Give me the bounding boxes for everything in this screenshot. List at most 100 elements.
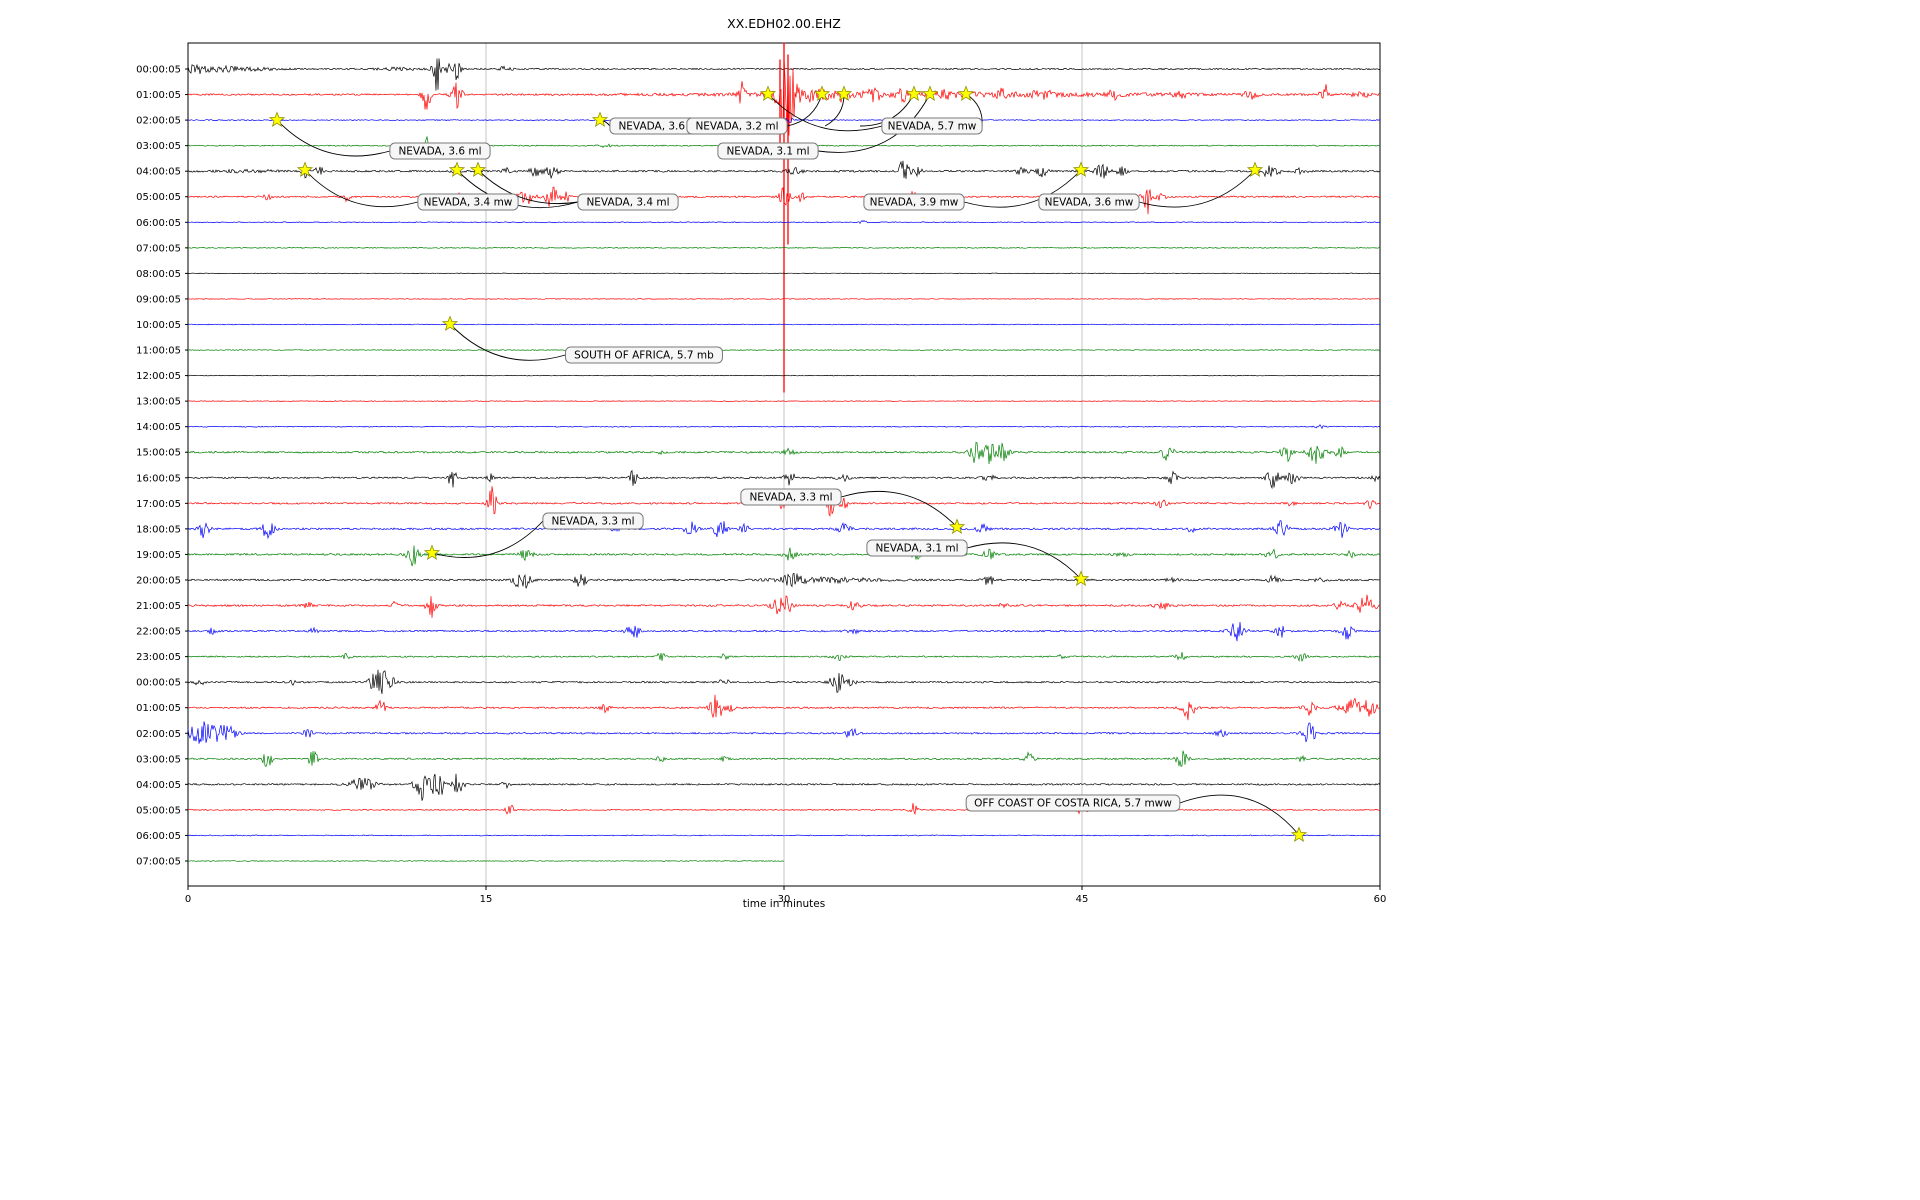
- event-star-icon: [441, 315, 459, 332]
- plot-title: XX.EDH02.00.EHZ: [727, 16, 841, 31]
- event-star-icon: [1246, 161, 1264, 178]
- trace-row: [187, 750, 1381, 768]
- trace-row: [187, 520, 1381, 540]
- row-label: 06:00:05: [136, 218, 181, 229]
- row-label: 04:00:05: [136, 780, 181, 791]
- row-label: 22:00:05: [136, 627, 181, 638]
- event-label-box: [863, 193, 965, 211]
- trace-row: [187, 246, 1381, 249]
- event-connector: [449, 323, 566, 361]
- x-tick-label: 60: [1374, 894, 1387, 905]
- trace-row: [188, 441, 1381, 465]
- event-label: NEVADA, 3.6 ml: [618, 121, 701, 133]
- row-label: 19:00:05: [136, 550, 181, 561]
- x-tick-label: 30: [778, 894, 791, 905]
- event-connector: [767, 93, 883, 132]
- event-label: NEVADA, 3.4 ml: [586, 197, 669, 209]
- event-connector: [1179, 794, 1300, 836]
- event-label-box: [565, 346, 723, 364]
- x-tick-label: 45: [1076, 894, 1089, 905]
- event-connector: [840, 491, 958, 528]
- event-star-icon: [268, 111, 286, 128]
- event-star-icon: [469, 161, 487, 178]
- row-label: 00:00:05: [136, 678, 181, 689]
- event-label-box: [965, 794, 1181, 812]
- x-tick-label: 0: [185, 894, 191, 905]
- trace-row: [187, 803, 1381, 816]
- row-label: 00:00:05: [136, 65, 181, 76]
- trace-row: [187, 834, 1381, 837]
- row-label: 16:00:05: [136, 473, 181, 484]
- trace-row: [187, 621, 1381, 642]
- row-label: 06:00:05: [136, 831, 181, 842]
- trace-row: [187, 323, 1381, 326]
- trace-row: [187, 424, 1381, 430]
- trace-row: [187, 298, 1380, 300]
- event-label-box: [717, 142, 819, 160]
- trace-row: [187, 186, 1381, 215]
- row-label: 02:00:05: [136, 729, 181, 740]
- event-connector: [966, 542, 1082, 580]
- event-star-icon: [591, 111, 609, 128]
- event-label: NEVADA, 3.2 ml: [695, 121, 778, 133]
- event-label-box: [740, 488, 842, 506]
- event-star-icon: [948, 518, 966, 535]
- row-label: 10:00:05: [136, 320, 181, 331]
- event-label-box: [577, 193, 679, 211]
- event-connector: [304, 169, 419, 208]
- row-label: 13:00:05: [136, 397, 181, 408]
- trace-row: [187, 669, 1381, 695]
- trace-row: [187, 160, 1381, 179]
- row-label: 01:00:05: [136, 703, 181, 714]
- event-connector: [963, 169, 1082, 208]
- event-label-box: [542, 512, 644, 530]
- row-label: 11:00:05: [136, 346, 181, 357]
- row-label: 03:00:05: [136, 141, 181, 152]
- trace-row: [188, 349, 1381, 351]
- row-label: 17:00:05: [136, 499, 181, 510]
- trace-row: [187, 721, 1381, 744]
- event-label-box: [686, 117, 788, 135]
- trace-row: [187, 272, 1381, 275]
- trace-row: [187, 469, 1381, 490]
- trace-row: [187, 594, 1380, 618]
- trace-row: [187, 694, 1381, 721]
- trace-row: [187, 652, 1381, 663]
- row-label: 03:00:05: [136, 754, 181, 765]
- row-label: 02:00:05: [136, 116, 181, 127]
- event-star-icon: [296, 161, 314, 178]
- row-label: 15:00:05: [136, 448, 181, 459]
- trace-row: [187, 773, 1381, 801]
- row-label: 20:00:05: [136, 575, 181, 586]
- event-connector: [477, 169, 578, 205]
- event-label-box: [389, 142, 491, 160]
- row-label: 08:00:05: [136, 269, 181, 280]
- event-label: NEVADA, 3.6 ml: [398, 146, 481, 158]
- trace-row: [187, 374, 1381, 377]
- event-label: NEVADA, 3.6 mw: [1045, 197, 1134, 209]
- event-label-box: [417, 193, 519, 211]
- event-label: NEVADA, 3.3 ml: [551, 516, 634, 528]
- event-star-icon: [423, 544, 441, 561]
- event-label: NEVADA, 3.3 ml: [749, 492, 832, 504]
- row-label: 12:00:05: [136, 371, 181, 382]
- trace-row: [187, 545, 1381, 567]
- event-label: SOUTH OF AFRICA, 5.7 mb: [574, 350, 714, 362]
- event-star-icon: [1072, 161, 1090, 178]
- row-label: 21:00:05: [136, 601, 181, 612]
- event-label-box: [881, 117, 983, 135]
- event-star-icon: [448, 161, 466, 178]
- event-label-box: [1038, 193, 1140, 211]
- event-star-icon: [835, 85, 853, 102]
- event-connector: [1138, 169, 1256, 208]
- row-label: 07:00:05: [136, 243, 181, 254]
- row-label: 05:00:05: [136, 192, 181, 203]
- row-label: 07:00:05: [136, 857, 181, 868]
- event-connector: [818, 93, 931, 153]
- event-label: NEVADA, 3.1 ml: [726, 146, 809, 158]
- event-connector: [276, 119, 391, 157]
- trace-row: [187, 486, 1381, 517]
- row-label: 23:00:05: [136, 652, 181, 663]
